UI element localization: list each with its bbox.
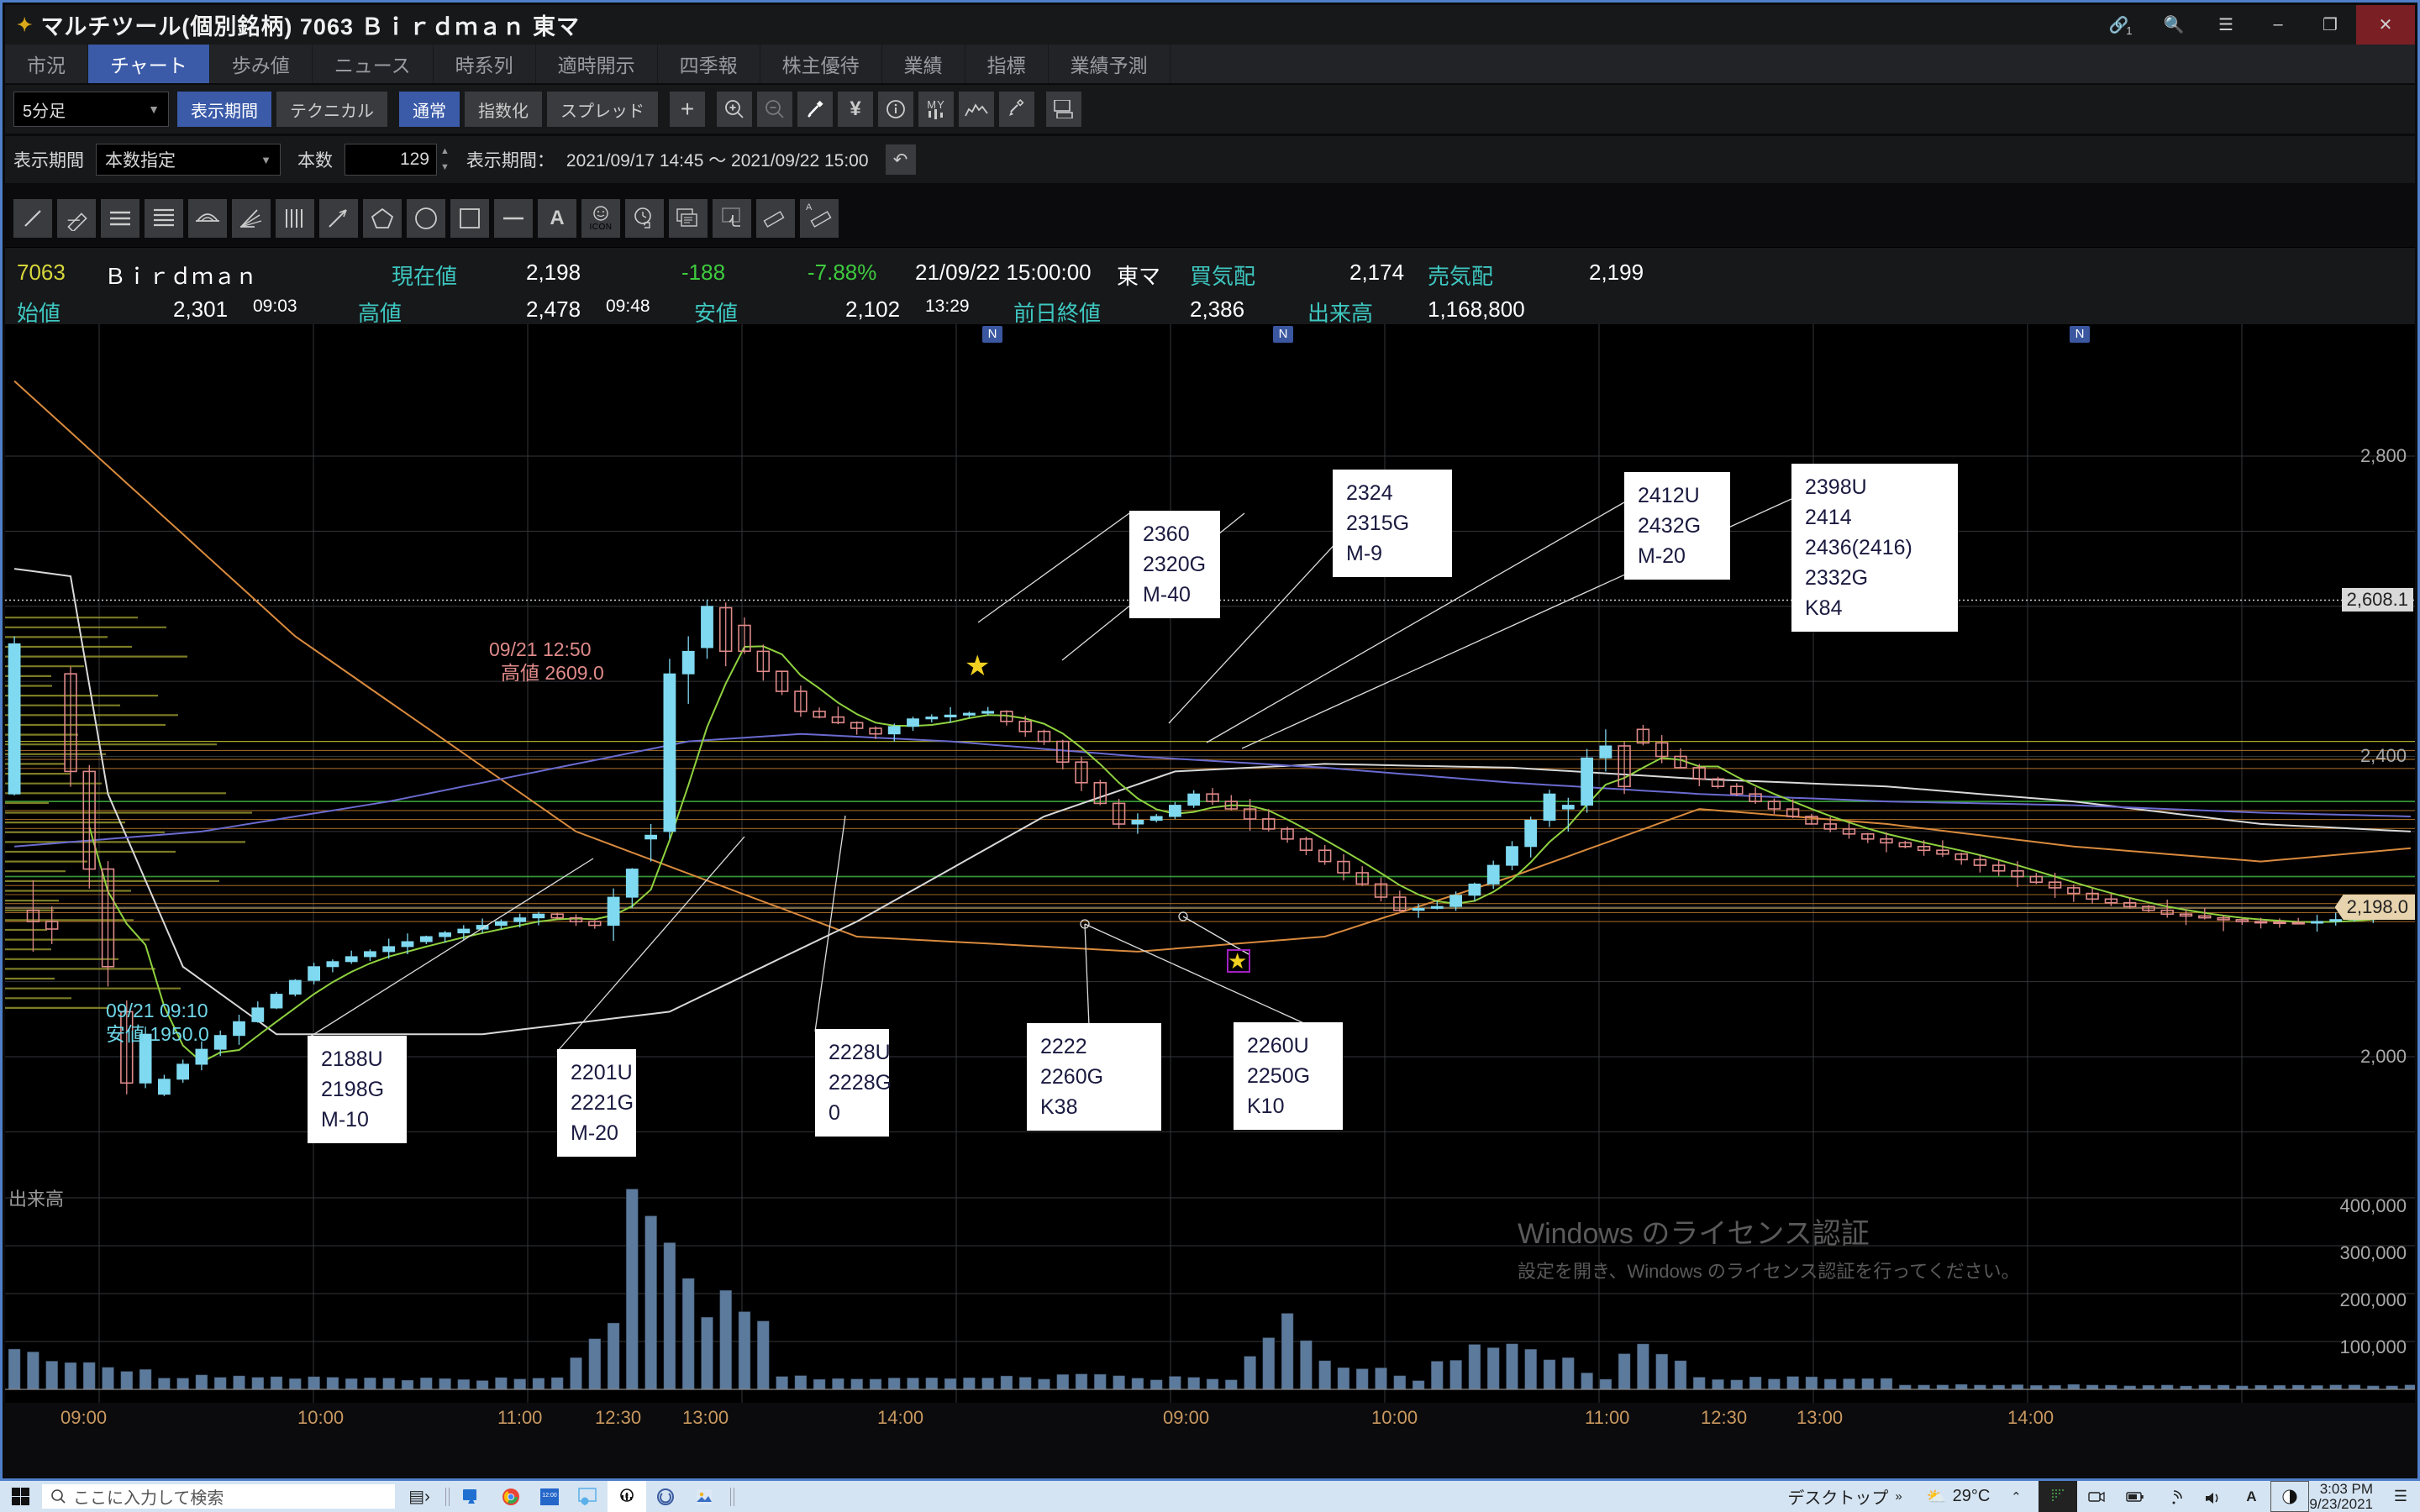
svg-text:12:00: 12:00 bbox=[542, 1493, 557, 1499]
